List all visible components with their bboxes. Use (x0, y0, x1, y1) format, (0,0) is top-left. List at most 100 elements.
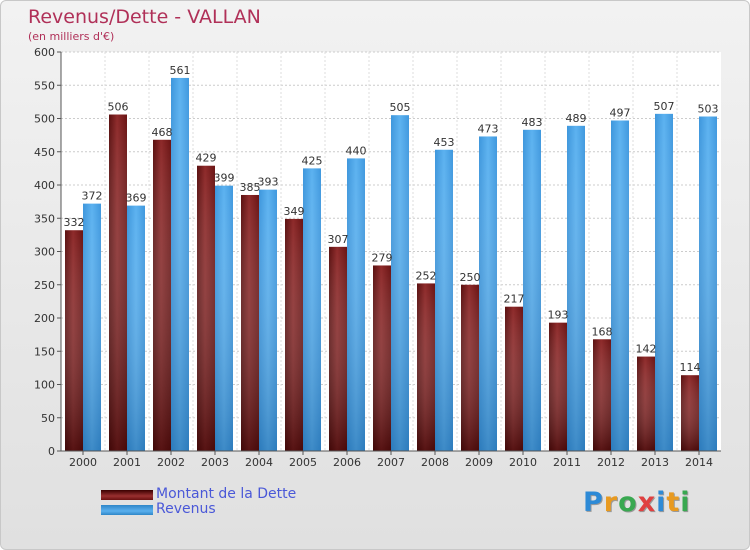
bar-revenue-shade-2010 (523, 129, 541, 451)
bar-revenue-shade-2001 (127, 205, 145, 451)
bar-debt-shade-2014 (681, 375, 699, 451)
bar-revenue-shade-2005 (303, 168, 321, 451)
y-tick-label: 400 (34, 179, 55, 192)
bar-debt-shade-2007 (373, 265, 391, 451)
chart-title: Revenus/Dette - VALLAN (28, 6, 261, 28)
data-label-revenue: 507 (654, 100, 675, 113)
data-label-debt: 250 (460, 271, 481, 284)
data-label-revenue: 505 (390, 101, 411, 114)
bar-debt-shade-2008 (417, 283, 435, 451)
data-label-revenue: 440 (346, 144, 367, 157)
data-label-revenue: 399 (214, 172, 235, 185)
legend-label-debt: Montant de la Dette (156, 486, 297, 502)
x-tick-label: 2003 (201, 456, 229, 469)
x-tick-label: 2013 (641, 456, 669, 469)
logo-letter: i (656, 487, 667, 518)
bar-revenue-shade-2011 (567, 125, 585, 451)
logo-letter: r (603, 487, 619, 518)
bar-debt-shade-2011 (549, 322, 567, 451)
x-tick-label: 2010 (509, 456, 537, 469)
bar-revenue-shade-2002 (171, 77, 189, 451)
y-tick-label: 500 (34, 113, 55, 126)
data-label-debt: 385 (240, 181, 261, 194)
y-tick-label: 200 (34, 312, 55, 325)
x-tick-label: 2001 (113, 456, 141, 469)
proxiti-logo: Proxiti (583, 487, 691, 518)
x-tick-label: 2008 (421, 456, 449, 469)
legend-swatch-debt (101, 490, 153, 500)
x-tick-label: 2002 (157, 456, 185, 469)
data-label-revenue: 453 (434, 136, 455, 149)
data-label-revenue: 489 (566, 112, 587, 125)
data-label-revenue: 425 (302, 154, 323, 167)
bar-revenue-shade-2012 (611, 120, 629, 452)
y-tick-label: 100 (34, 379, 55, 392)
bar-revenue-shade-2008 (435, 149, 453, 451)
bar-debt-shade-2000 (65, 230, 83, 451)
bar-revenue-shade-2006 (347, 158, 365, 451)
x-tick-label: 2009 (465, 456, 493, 469)
bar-debt-shade-2013 (637, 356, 655, 451)
bar-revenue-shade-2014 (699, 116, 717, 451)
bar-revenue-shade-2009 (479, 136, 497, 451)
y-tick-label: 550 (34, 79, 55, 92)
data-label-revenue: 369 (126, 192, 147, 205)
data-label-revenue: 503 (698, 103, 719, 116)
bar-debt-shade-2010 (505, 306, 523, 451)
data-label-revenue: 497 (610, 106, 631, 119)
chart-subtitle: (en milliers d'€) (28, 30, 115, 43)
data-label-revenue: 483 (522, 116, 543, 129)
logo-letter: o (618, 487, 638, 518)
x-tick-label: 2005 (289, 456, 317, 469)
data-label-debt: 506 (108, 101, 129, 114)
data-label-revenue: 393 (258, 176, 279, 189)
bar-revenue-shade-2004 (259, 189, 277, 451)
bar-debt-shade-2006 (329, 246, 347, 451)
legend-label-revenue: Revenus (156, 501, 216, 517)
bar-debt-shade-2001 (109, 114, 127, 451)
axis-layer: 0 50 100 150 200 250 300 350 400 450 500 550 600 2000… (34, 46, 721, 469)
x-tick-label: 2006 (333, 456, 361, 469)
logo-letter: i (680, 487, 691, 518)
y-tick-label: 350 (34, 212, 55, 225)
data-label-debt: 279 (372, 251, 393, 264)
bar-revenue-shade-2000 (83, 203, 101, 451)
logo-letter: x (637, 487, 657, 518)
y-tick-label: 250 (34, 279, 55, 292)
y-tick-label: 300 (34, 246, 55, 259)
data-label-debt: 168 (592, 325, 613, 338)
bar-debt-shade-2009 (461, 284, 479, 451)
x-tick-label: 2012 (597, 456, 625, 469)
data-label-debt: 429 (196, 152, 217, 165)
data-label-debt: 307 (328, 233, 349, 246)
y-tick-label: 50 (41, 412, 55, 425)
bar-debt-shade-2004 (241, 194, 259, 451)
y-tick-label: 150 (34, 345, 55, 358)
y-tick-label: 0 (48, 445, 55, 458)
legend-swatch-revenue (101, 505, 153, 515)
data-label-debt: 468 (152, 126, 173, 139)
data-label-debt: 114 (680, 361, 701, 374)
bar-debt-shade-2005 (285, 218, 303, 451)
x-tick-label: 2000 (69, 456, 97, 469)
bars-layer (65, 77, 717, 452)
data-label-debt: 193 (548, 309, 569, 322)
data-label-debt: 142 (636, 343, 657, 356)
x-tick-label: 2014 (685, 456, 713, 469)
x-tick-label: 2011 (553, 456, 581, 469)
data-label-debt: 332 (64, 216, 85, 229)
bar-revenue-shade-2003 (215, 185, 233, 452)
logo-letter: t (666, 487, 681, 518)
data-label-revenue: 473 (478, 122, 499, 135)
x-tick-label: 2007 (377, 456, 405, 469)
bar-revenue-shade-2013 (655, 113, 673, 451)
bar-debt-shade-2012 (593, 339, 611, 451)
data-label-revenue: 372 (82, 190, 103, 203)
x-tick-label: 2004 (245, 456, 273, 469)
data-label-debt: 349 (284, 205, 305, 218)
y-tick-label: 450 (34, 146, 55, 159)
data-label-debt: 217 (504, 293, 525, 306)
